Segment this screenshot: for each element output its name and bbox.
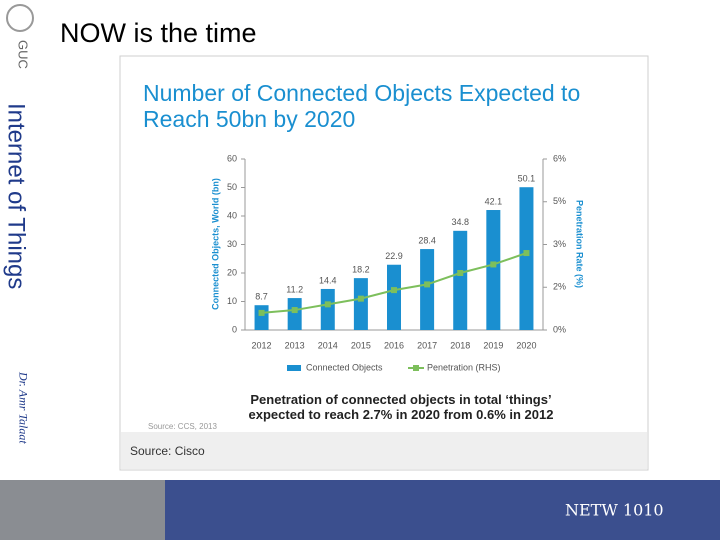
source-band xyxy=(121,432,647,469)
x-tick-label: 2017 xyxy=(417,340,437,350)
y-axis-label: Connected Objects, World (bn) xyxy=(210,178,220,310)
value-label: 18.2 xyxy=(352,265,370,275)
point xyxy=(357,295,364,302)
bar xyxy=(453,230,468,330)
x-tick-label: 2018 xyxy=(450,340,470,350)
point xyxy=(457,270,464,276)
side-title: Internet of Things xyxy=(3,103,30,289)
value-label: 42.1 xyxy=(485,196,503,206)
point xyxy=(490,261,497,268)
source: Source: Cisco xyxy=(130,444,205,458)
point xyxy=(258,309,265,316)
y-tick-label: 50 xyxy=(227,182,237,192)
bar xyxy=(353,278,368,330)
y-tick-label: 0 xyxy=(232,324,237,334)
legend-label: Penetration (RHS) xyxy=(427,362,501,372)
point xyxy=(424,281,431,288)
y-tick-label: 30 xyxy=(227,239,237,249)
legend-swatch xyxy=(413,365,419,371)
value-label: 50.1 xyxy=(518,174,536,184)
y2-tick-label: 0% xyxy=(553,324,566,334)
point xyxy=(523,250,530,257)
bar xyxy=(254,305,269,330)
x-tick-label: 2019 xyxy=(483,340,503,350)
y2-tick-label: 5% xyxy=(553,196,566,206)
value-label: 8.7 xyxy=(255,292,268,302)
bar xyxy=(387,264,401,330)
bar xyxy=(519,187,534,330)
value-label: 28.4 xyxy=(418,235,436,245)
y2-tick-label: 2% xyxy=(553,282,566,292)
value-label: 34.8 xyxy=(451,217,469,227)
bar xyxy=(320,288,335,330)
point xyxy=(291,307,298,314)
chart-title: Number of Connected Objects Expected to … xyxy=(143,80,581,132)
value-label: 11.2 xyxy=(286,284,303,294)
y-tick-label: 20 xyxy=(227,267,237,277)
legend-swatch xyxy=(287,365,301,371)
bar xyxy=(420,249,435,330)
x-tick-label: 2012 xyxy=(252,340,272,350)
course-code: NETW 1010 xyxy=(565,501,664,520)
y-tick-label: 60 xyxy=(227,153,237,163)
footer-image xyxy=(0,480,165,540)
y2-tick-label: 3% xyxy=(553,239,566,249)
x-tick-label: 2020 xyxy=(516,340,536,350)
y2-tick-label: 6% xyxy=(553,153,566,163)
y-tick-label: 40 xyxy=(227,210,237,220)
x-tick-label: 2015 xyxy=(351,340,371,350)
chart-caption: Penetration of connected objects in tota… xyxy=(248,392,554,422)
value-label: 14.4 xyxy=(319,275,337,285)
slide-title: NOW is the time xyxy=(60,18,257,48)
author: Dr. Amr Talaat xyxy=(16,371,30,444)
chart-frame xyxy=(119,55,649,471)
legend-label: Connected Objects xyxy=(306,362,383,372)
bar xyxy=(287,298,302,330)
bar xyxy=(486,210,501,330)
x-tick-label: 2013 xyxy=(285,340,305,350)
point xyxy=(324,301,331,308)
logo-text: GUC xyxy=(16,40,31,69)
y-tick-label: 10 xyxy=(227,296,237,306)
logo-mark xyxy=(6,4,34,32)
point xyxy=(391,287,397,294)
y2-axis-label: Penetration Rate (%) xyxy=(575,200,585,288)
x-tick-label: 2016 xyxy=(384,340,404,350)
value-label: 22.9 xyxy=(385,251,403,261)
source-note: Source: CCS, 2013 xyxy=(148,422,217,431)
x-tick-label: 2014 xyxy=(318,340,338,350)
